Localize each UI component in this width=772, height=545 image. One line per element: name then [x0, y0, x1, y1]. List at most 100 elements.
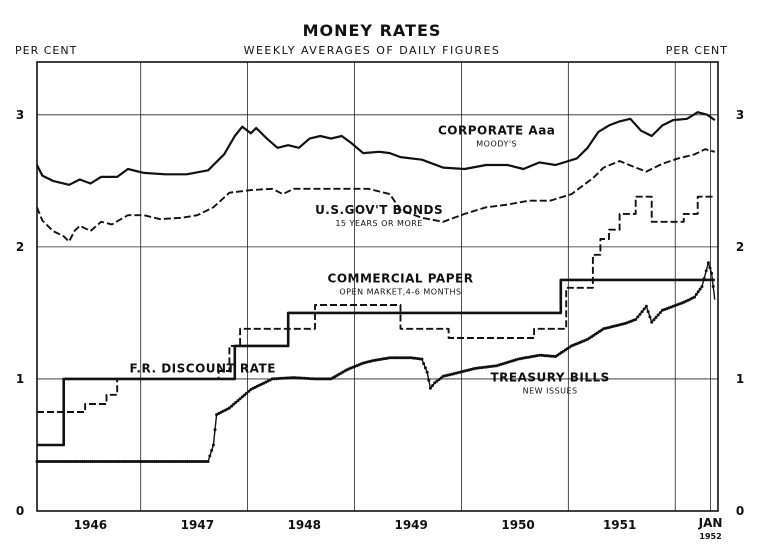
series-point-4-40-2 — [696, 290, 700, 294]
series-label-3: F.R. DISCOUNT RATE — [130, 361, 276, 375]
series-point-4-1-76 — [192, 460, 196, 463]
series-point-4-18-2 — [423, 366, 427, 370]
series-point-4-26-4 — [525, 356, 529, 359]
series-point-4-18-1 — [422, 362, 426, 365]
y-tick-left-2: 2 — [16, 240, 24, 254]
series-point-4-42-1 — [708, 266, 712, 270]
series-point-4-9-4 — [279, 376, 283, 380]
x-tick-1952: 1952 — [699, 532, 721, 541]
left-axis-unit-label: PER CENT — [15, 44, 77, 57]
series-sublabel-1: 15 YEARS OR MORE — [335, 219, 423, 228]
series-label-2: COMMERCIAL PAPER — [328, 272, 474, 286]
gridlines — [37, 62, 718, 511]
series-point-4-16-5 — [399, 356, 402, 360]
right-axis-unit-label: PER CENT — [666, 44, 728, 57]
series-point-4-5-4 — [236, 399, 240, 403]
series-point-4-5-0 — [227, 406, 231, 410]
series-point-4-3-1 — [213, 428, 217, 432]
series-point-4-1-68 — [175, 460, 179, 463]
series-point-4-16-1 — [390, 356, 394, 360]
series-point-4-1-69 — [177, 460, 181, 463]
series-point-4-1-59 — [157, 460, 161, 463]
series-point-4-41-1 — [702, 277, 706, 281]
series-point-4-16-3 — [394, 356, 398, 360]
series-point-4-2-2 — [210, 449, 214, 452]
series-point-4-24-0 — [473, 366, 477, 370]
series-point-4-1-58 — [155, 460, 158, 463]
series-point-4-1-53 — [144, 460, 148, 463]
series-point-4-6-4 — [247, 389, 251, 393]
series-point-4-21-1 — [435, 379, 439, 383]
series-layer — [35, 111, 716, 463]
series-point-4-10-4 — [300, 376, 304, 380]
series-point-4-1-45 — [128, 460, 132, 463]
series-point-4-3-0 — [211, 443, 215, 447]
series-point-4-43-0 — [710, 271, 714, 275]
series-point-4-16-4 — [396, 356, 400, 360]
series-sublabel-4: NEW ISSUES — [523, 387, 578, 396]
series-point-4-1-32 — [101, 460, 105, 463]
series-line-0 — [36, 111, 716, 186]
series-point-4-20-1 — [431, 384, 435, 387]
series-point-4-19-0 — [425, 370, 429, 374]
series-point-4-16-2 — [392, 356, 396, 360]
series-point-4-1-73 — [185, 460, 189, 463]
series-point-4-40-3 — [698, 287, 702, 291]
series-point-4-1-13 — [62, 460, 66, 463]
series-point-4-1-51 — [140, 460, 144, 463]
series-point-4-16-7 — [403, 356, 407, 360]
y-tick-right-1: 1 — [736, 372, 744, 386]
series-point-4-6-3 — [245, 391, 248, 395]
series-point-4-1-63 — [165, 460, 169, 463]
series-point-4-1-50 — [138, 460, 142, 463]
series-point-4-1-79 — [198, 460, 202, 463]
series-point-4-36-2 — [654, 315, 658, 319]
series-point-4-1-18 — [72, 460, 76, 463]
series-point-4-1-30 — [97, 460, 101, 463]
series-point-4-36-4 — [658, 311, 662, 315]
series-point-4-1-78 — [196, 460, 200, 463]
series-point-4-1-12 — [60, 460, 64, 463]
series-label-4: TREASURY BILLS — [491, 371, 610, 385]
series-point-4-1-7 — [49, 460, 53, 463]
series-point-4-35-2 — [648, 315, 652, 319]
series-point-4-16-0 — [388, 356, 392, 360]
series-point-4-18-0 — [420, 357, 424, 361]
series-point-4-34-3 — [640, 310, 644, 314]
y-tick-left-1: 1 — [16, 372, 24, 386]
axis-ticks: 0 0 1 1 2 2 3 3 1946 1947 1948 1949 1950 1951 JAN 1952 — [16, 108, 744, 541]
series-point-4-1-56 — [150, 460, 154, 463]
x-tick-jan: JAN — [698, 516, 723, 530]
series-point-4-1-82 — [204, 460, 208, 463]
series-point-4-1-48 — [134, 460, 138, 463]
series-point-4-1-25 — [87, 460, 90, 463]
series-label-0: CORPORATE Aaa — [438, 124, 555, 138]
series-point-4-34-0 — [634, 318, 638, 321]
series-point-4-41-0 — [700, 285, 704, 288]
series-point-4-1-55 — [148, 460, 152, 463]
x-tick-1946: 1946 — [74, 518, 107, 532]
series-point-4-1-10 — [56, 460, 60, 463]
series-point-4-1-28 — [93, 460, 97, 463]
series-point-4-24-6 — [486, 365, 490, 369]
series-point-4-9-6 — [283, 376, 287, 380]
series-point-4-1-71 — [181, 460, 185, 463]
series-point-4-41-2 — [704, 269, 708, 273]
y-tick-right-2: 2 — [736, 240, 744, 254]
series-point-4-36-0 — [650, 320, 654, 324]
series-point-4-16-6 — [401, 356, 405, 360]
series-point-4-10-7 — [307, 377, 310, 380]
series-sublabel-2: OPEN MARKET,4-6 MONTHS — [339, 288, 461, 297]
series-point-4-10-9 — [311, 377, 315, 381]
series-point-4-34-1 — [636, 315, 640, 319]
series-point-4-1-74 — [188, 460, 191, 463]
series-point-4-17-1 — [411, 356, 415, 360]
x-tick-1948: 1948 — [288, 518, 321, 532]
series-point-4-43-1 — [711, 285, 715, 288]
series-point-4-5-1 — [230, 404, 234, 408]
x-tick-1949: 1949 — [394, 518, 427, 532]
series-point-4-20-0 — [428, 386, 432, 390]
series-point-4-16-9 — [407, 356, 411, 360]
series-sublabel-0: MOODY'S — [476, 140, 517, 149]
series-point-4-42-0 — [706, 261, 710, 265]
